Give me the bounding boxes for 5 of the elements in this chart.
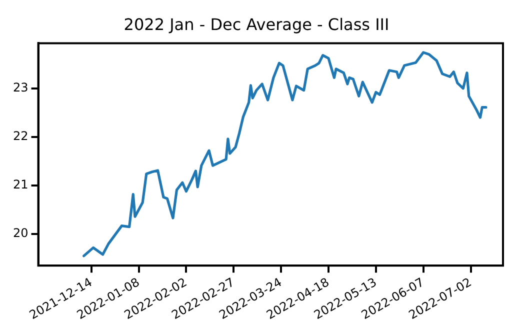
y-tick-label: 23 <box>12 80 28 94</box>
y-tick-label: 20 <box>12 226 28 240</box>
chart-title: 2022 Jan - Dec Average - Class III <box>124 14 390 34</box>
y-tick-label: 22 <box>12 129 28 144</box>
y-tick-label: 21 <box>12 178 28 192</box>
